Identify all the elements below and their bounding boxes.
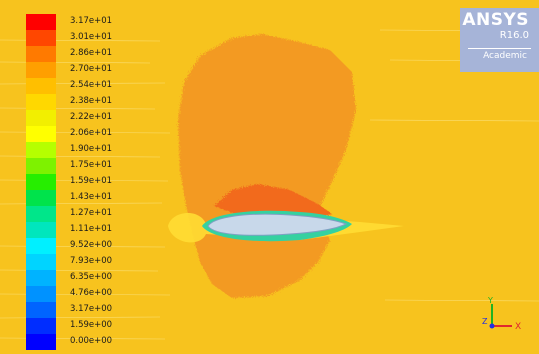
- legend-swatch: [26, 142, 56, 158]
- legend-label: 2.38e+01: [70, 96, 113, 106]
- legend-label: 1.59e+00: [70, 320, 113, 330]
- legend-row: 3.17e+00: [26, 302, 166, 318]
- legend-row: 3.17e+01: [26, 14, 166, 30]
- legend-label: 0.00e+00: [70, 336, 113, 346]
- legend-row: 2.38e+01: [26, 94, 166, 110]
- x-axis-label: X: [515, 322, 521, 332]
- legend-swatch: [26, 190, 56, 206]
- legend-swatch: [26, 158, 56, 174]
- legend-row: 1.11e+01: [26, 222, 166, 238]
- y-axis-label: Y: [487, 296, 493, 305]
- legend-row: 1.43e+01: [26, 190, 166, 206]
- legend-row: 2.22e+01: [26, 110, 166, 126]
- legend-label: 2.54e+01: [70, 80, 113, 90]
- z-axis-dot: [489, 323, 495, 329]
- legend-label: 1.90e+01: [70, 144, 113, 154]
- legend-label: 1.75e+01: [70, 160, 113, 170]
- legend-label: 7.93e+00: [70, 256, 113, 266]
- legend-swatch: [26, 62, 56, 78]
- legend-swatch: [26, 222, 56, 238]
- axis-triad-icon[interactable]: Y X Z: [482, 296, 526, 336]
- legend-swatch: [26, 46, 56, 62]
- brand-edition: Academic: [483, 51, 527, 61]
- legend-label: 6.35e+00: [70, 272, 113, 282]
- legend-row: 3.01e+01: [26, 30, 166, 46]
- z-axis-label: Z: [482, 317, 488, 326]
- legend-label: 3.01e+01: [70, 32, 113, 42]
- legend-swatch: [26, 14, 56, 30]
- legend-row: 1.59e+01: [26, 174, 166, 190]
- legend-swatch: [26, 238, 56, 254]
- ansys-logo: ANSYS R16.0 Academic: [460, 8, 539, 72]
- legend-row: 4.76e+00: [26, 286, 166, 302]
- legend-label: 9.52e+00: [70, 240, 113, 250]
- legend-label: 2.22e+01: [70, 112, 113, 122]
- legend-row: 2.86e+01: [26, 46, 166, 62]
- legend-label: 1.59e+01: [70, 176, 113, 186]
- airfoil-body: [207, 213, 348, 236]
- legend-row: 1.59e+00: [26, 318, 166, 334]
- legend-label: 3.17e+00: [70, 304, 113, 314]
- legend-row: 2.54e+01: [26, 78, 166, 94]
- legend-label: 4.76e+00: [70, 288, 113, 298]
- legend-row: 7.93e+00: [26, 254, 166, 270]
- legend-row: 2.70e+01: [26, 62, 166, 78]
- legend-swatch: [26, 30, 56, 46]
- legend-row: 1.27e+01: [26, 206, 166, 222]
- legend-swatch: [26, 302, 56, 318]
- legend-row: 1.90e+01: [26, 142, 166, 158]
- legend-label: 1.11e+01: [70, 224, 113, 234]
- legend-label: 2.86e+01: [70, 48, 113, 58]
- legend-swatch: [26, 110, 56, 126]
- legend-label: 1.43e+01: [70, 192, 113, 202]
- legend-label: 2.70e+01: [70, 64, 113, 74]
- legend-swatch: [26, 78, 56, 94]
- legend-row: 9.52e+00: [26, 238, 166, 254]
- legend-row: 0.00e+00: [26, 334, 166, 350]
- brand-version: R16.0: [499, 30, 529, 41]
- color-legend: 3.17e+01 3.01e+01 2.86e+01 2.70e+01 2.54e+01…: [26, 14, 166, 350]
- legend-row: 1.75e+01: [26, 158, 166, 174]
- legend-swatch: [26, 254, 56, 270]
- brand-divider: [468, 48, 531, 49]
- legend-row: 2.06e+01: [26, 126, 166, 142]
- high-velocity-region: [214, 184, 332, 218]
- legend-swatch: [26, 270, 56, 286]
- legend-swatch: [26, 206, 56, 222]
- legend-swatch: [26, 286, 56, 302]
- legend-swatch: [26, 334, 56, 350]
- legend-row: 6.35e+00: [26, 270, 166, 286]
- legend-swatch: [26, 126, 56, 142]
- legend-swatch: [26, 94, 56, 110]
- legend-label: 1.27e+01: [70, 208, 113, 218]
- legend-label: 3.17e+01: [70, 16, 113, 26]
- brand-name: ANSYS: [462, 10, 529, 30]
- legend-label: 2.06e+01: [70, 128, 113, 138]
- legend-swatch: [26, 174, 56, 190]
- legend-swatch: [26, 318, 56, 334]
